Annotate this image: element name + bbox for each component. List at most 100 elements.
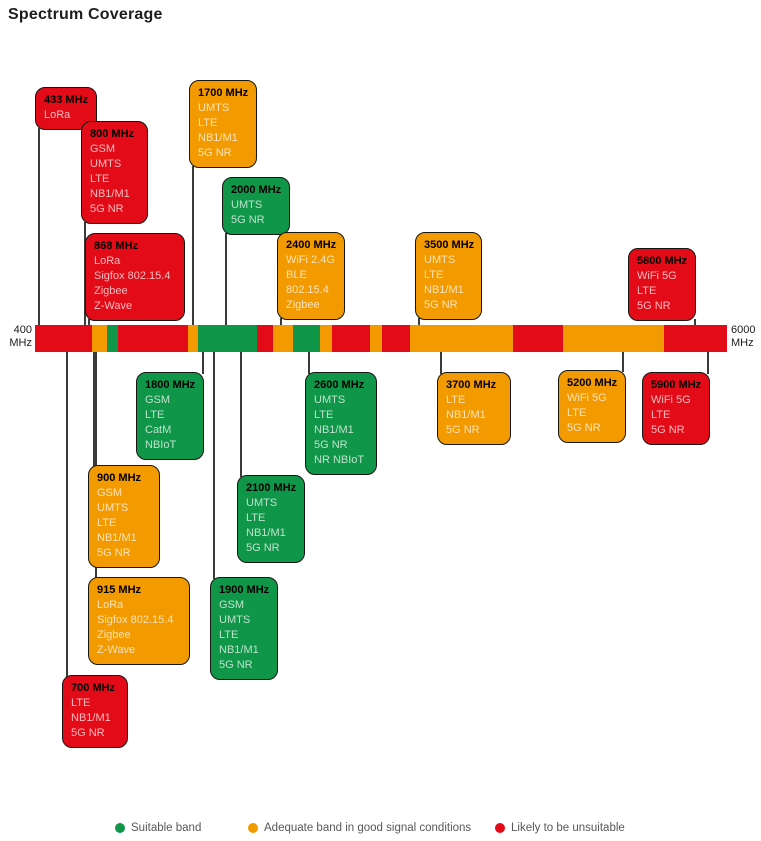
box-item: 5G NR	[97, 547, 131, 559]
box-item: UMTS	[231, 199, 263, 211]
box-item: NR NBIoT	[314, 454, 365, 466]
box-title: 915 MHz	[97, 584, 142, 596]
box-title: 3500 MHz	[424, 239, 475, 251]
box-item: LTE	[314, 409, 334, 421]
box-item: Z-Wave	[94, 300, 133, 312]
box-item: NB1/M1	[219, 644, 259, 656]
box-item: 5G NR	[219, 659, 253, 671]
box-item: 5G NR	[314, 439, 348, 451]
box-item: 802.15.4	[286, 284, 329, 296]
box-title: 800 MHz	[90, 128, 135, 140]
box-item: LTE	[446, 394, 466, 406]
frequency-box-2400: 2400 MHz WiFi 2.4G BLE 802.15.4 Zigbee	[277, 232, 345, 320]
frequency-box-5200: 5200 MHz WiFi 5G LTE 5G NR	[558, 370, 626, 443]
bar-segment-orange	[273, 325, 293, 352]
box-title: 433 MHz	[44, 94, 89, 106]
box-title: 1900 MHz	[219, 584, 270, 596]
box-item: 5G NR	[71, 727, 105, 739]
box-item: BLE	[286, 269, 307, 281]
legend-item-orange: Adequate band in good signal conditions	[248, 822, 471, 834]
box-item: LTE	[90, 173, 110, 185]
box-item: LTE	[651, 409, 671, 421]
box-item: UMTS	[246, 497, 278, 509]
connector-line-700	[66, 350, 68, 677]
box-item: UMTS	[219, 614, 251, 626]
box-title: 2000 MHz	[231, 184, 282, 196]
box-title: 868 MHz	[94, 240, 139, 252]
spectrum-bar	[35, 325, 727, 352]
box-item: UMTS	[314, 394, 346, 406]
legend-dot-red-icon	[495, 823, 505, 833]
box-item: LTE	[145, 409, 165, 421]
box-item: 5G NR	[446, 424, 480, 436]
box-item: Zigbee	[286, 299, 320, 311]
box-title: 2400 MHz	[286, 239, 337, 251]
bar-segment-green	[198, 325, 257, 352]
box-title: 2600 MHz	[314, 379, 365, 391]
connector-line-1800	[202, 350, 204, 374]
box-item: UMTS	[424, 254, 456, 266]
box-item: LoRa	[94, 255, 121, 267]
bar-segment-red	[257, 325, 273, 352]
box-item: 5G NR	[198, 147, 232, 159]
box-item: UMTS	[97, 502, 129, 514]
box-item: Sigfox 802.15.4	[97, 614, 174, 626]
frequency-box-5800: 5800 MHz WiFi 5G LTE 5G NR	[628, 248, 696, 321]
connector-line-1900	[213, 350, 215, 579]
bar-segment-green	[107, 325, 118, 352]
frequency-box-433: 433 MHz LoRa	[35, 87, 97, 130]
connector-line-1700	[192, 166, 194, 327]
bar-segment-orange	[320, 325, 332, 352]
box-item: 5G NR	[424, 299, 458, 311]
box-item: LTE	[198, 117, 218, 129]
box-item: LTE	[97, 517, 117, 529]
box-item: CatM	[145, 424, 172, 436]
bar-segment-orange	[563, 325, 664, 352]
frequency-box-2100: 2100 MHz UMTS LTE NB1/M1 5G NR	[237, 475, 305, 563]
box-item: Zigbee	[97, 629, 131, 641]
bar-segment-green	[293, 325, 320, 352]
bar-segment-red	[382, 325, 410, 352]
box-item: LTE	[219, 629, 239, 641]
box-title: 5800 MHz	[637, 255, 688, 267]
connector-line-868	[88, 319, 90, 327]
connector-line-5800	[694, 319, 696, 327]
page-title: Spectrum Coverage	[8, 6, 163, 23]
connector-line-3500	[418, 318, 420, 327]
box-title: 5900 MHz	[651, 379, 702, 391]
connector-line-900	[93, 350, 95, 467]
frequency-box-5900: 5900 MHz WiFi 5G LTE 5G NR	[642, 372, 710, 445]
frequency-box-700: 700 MHz LTE NB1/M1 5G NR	[62, 675, 128, 748]
box-item: UMTS	[90, 158, 122, 170]
connector-line-2600	[308, 350, 310, 374]
box-item: GSM	[90, 143, 116, 155]
box-item: LTE	[424, 269, 444, 281]
box-item: LTE	[246, 512, 266, 524]
frequency-box-1700: 1700 MHz UMTS LTE NB1/M1 5G NR	[189, 80, 257, 168]
bar-segment-orange	[410, 325, 513, 352]
legend-label: Likely to be unsuitable	[511, 822, 625, 834]
box-item: 5G NR	[637, 300, 671, 312]
frequency-box-3700: 3700 MHz LTE NB1/M1 5G NR	[437, 372, 511, 445]
bar-segment-orange	[188, 325, 198, 352]
connector-line-5200	[622, 350, 624, 372]
box-item: GSM	[97, 487, 123, 499]
box-title: 1800 MHz	[145, 379, 196, 391]
frequency-box-915: 915 MHz LoRa Sigfox 802.15.4 Zigbee Z-Wave	[88, 577, 190, 665]
bar-end-label: 6000 MHz	[731, 324, 756, 349]
box-item: LTE	[567, 407, 587, 419]
bar-segment-red	[35, 325, 92, 352]
box-item: LoRa	[97, 599, 124, 611]
frequency-box-2600: 2600 MHz UMTS LTE NB1/M1 5G NR NR NBIoT	[305, 372, 377, 475]
box-item: 5G NR	[567, 422, 601, 434]
box-item: GSM	[145, 394, 171, 406]
box-item: WiFi 5G	[651, 394, 691, 406]
bar-segment-red	[664, 325, 727, 352]
box-item: WiFi 5G	[637, 270, 677, 282]
box-item: WiFi 5G	[567, 392, 607, 404]
legend-label: Suitable band	[131, 822, 202, 834]
connector-line-2100	[240, 350, 242, 477]
